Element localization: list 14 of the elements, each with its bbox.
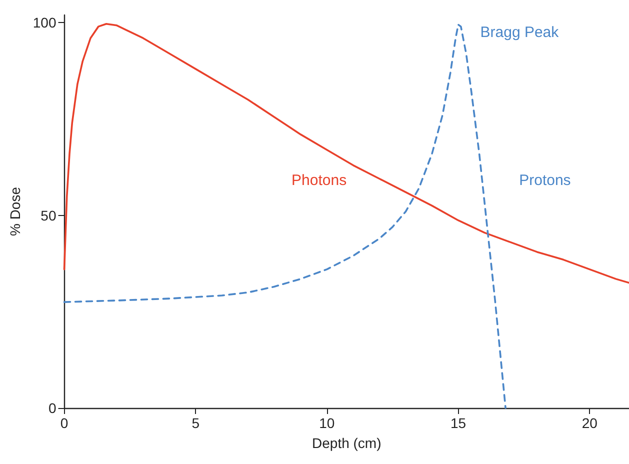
line-series — [63, 22, 629, 284]
x-tick-label: 15 — [450, 415, 466, 431]
x-tick-label: 5 — [192, 415, 200, 431]
y-tick-label: 0 — [48, 400, 56, 416]
x-axis-title: Depth (cm) — [312, 435, 382, 451]
x-tick-label: 20 — [582, 415, 598, 431]
x-tick-label: 10 — [319, 415, 335, 431]
x-tick-label: 0 — [60, 415, 68, 431]
y-axis-title: % Dose — [7, 186, 23, 236]
y-tick-label: 100 — [32, 14, 56, 31]
y-tick-label: 50 — [40, 207, 56, 224]
series-label: Photons — [292, 172, 347, 190]
annotation: Bragg Peak — [480, 24, 560, 42]
text: Protons — [519, 172, 571, 190]
